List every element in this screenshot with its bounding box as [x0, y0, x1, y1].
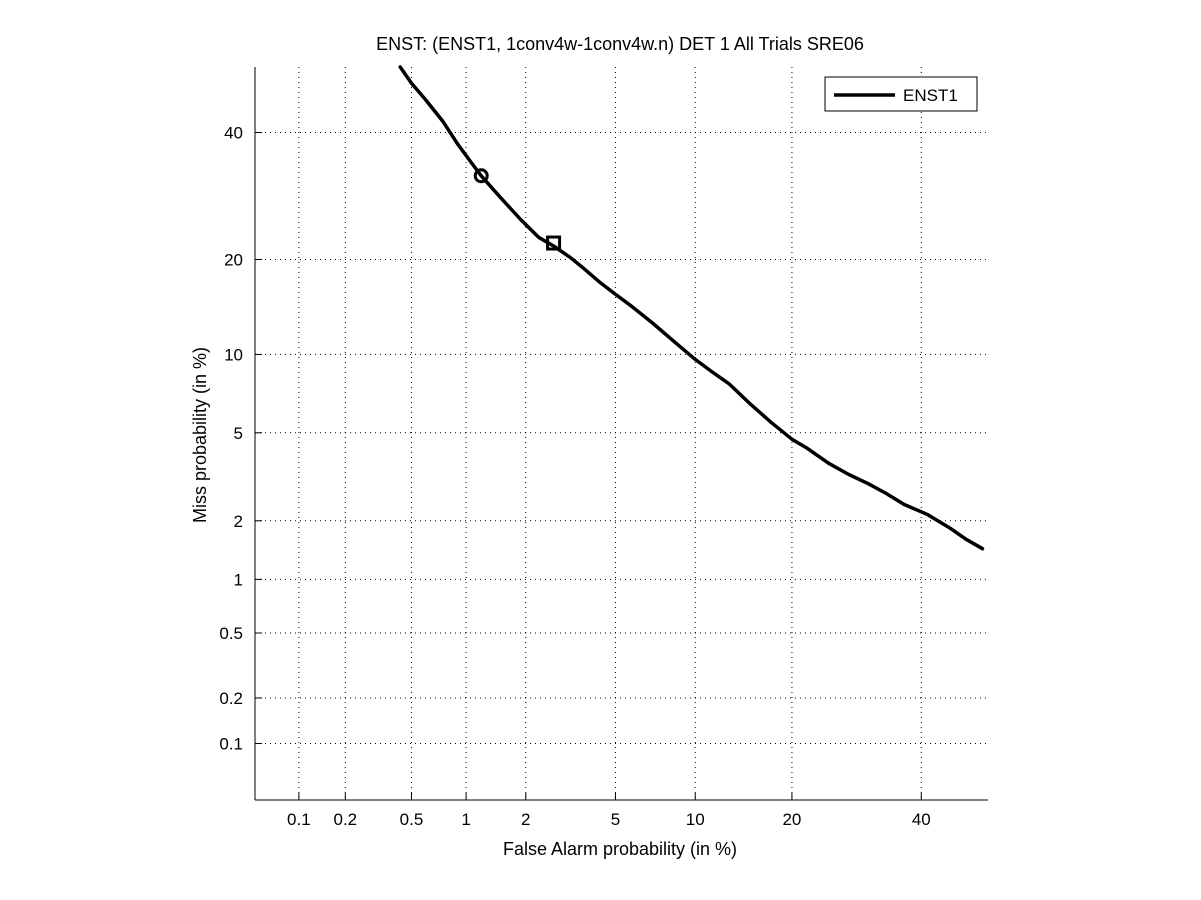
x-tick-label: 1	[461, 810, 470, 829]
legend: ENST1	[824, 76, 978, 112]
x-tick-label: 0.1	[287, 810, 311, 829]
x-tick-label: 0.5	[400, 810, 424, 829]
x-tick-label: 20	[782, 810, 801, 829]
y-axis-label: Miss probability (in %)	[190, 347, 210, 523]
x-tick-labels: 0.1 0.2 0.5 1 2 5 10 20 40	[287, 810, 931, 829]
series-line-enst1	[398, 65, 985, 551]
circle-marker	[473, 168, 489, 184]
grid	[255, 67, 988, 800]
series-lines	[398, 65, 985, 551]
axes	[254, 67, 988, 801]
x-tick-label: 0.2	[333, 810, 357, 829]
x-tick-label: 2	[521, 810, 530, 829]
x-tick-label: 10	[686, 810, 705, 829]
y-tick-labels: 0.1 0.2 0.5 1 2 5 10 20 40	[219, 124, 243, 754]
x-axis-label: False Alarm probability (in %)	[503, 839, 737, 859]
x-tick-label: 5	[611, 810, 620, 829]
y-tick-label: 20	[224, 250, 243, 269]
y-tick-label: 0.2	[219, 689, 243, 708]
y-tick-label: 5	[234, 424, 243, 443]
y-tick-label: 1	[234, 570, 243, 589]
y-tick-label: 10	[224, 345, 243, 364]
x-tick-label: 40	[912, 810, 931, 829]
y-tick-label: 2	[234, 512, 243, 531]
square-marker	[546, 235, 562, 251]
legend-label: ENST1	[903, 86, 958, 105]
y-tick-label: 0.1	[219, 735, 243, 754]
y-tick-label: 40	[224, 124, 243, 143]
y-tick-label: 0.5	[219, 624, 243, 643]
chart-title: ENST: (ENST1, 1conv4w-1conv4w.n) DET 1 A…	[376, 34, 864, 54]
operating-point-markers	[473, 168, 562, 251]
